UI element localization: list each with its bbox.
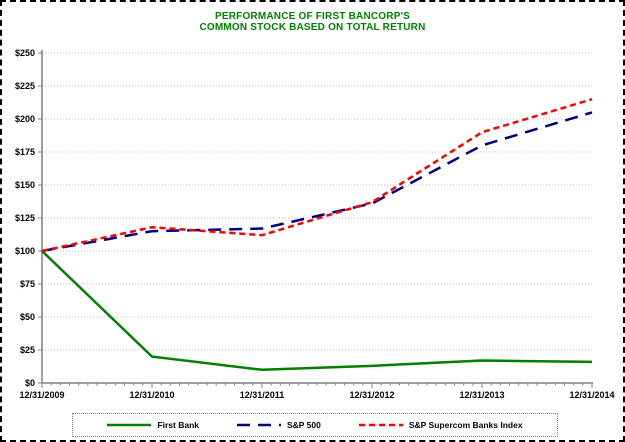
x-tick-label: 12/31/2013 xyxy=(459,390,504,400)
chart-legend: First Bank S&P 500 S&P Supercom Banks Inde… xyxy=(72,413,558,437)
y-tick-label: $250 xyxy=(15,48,35,58)
y-tick-label: $25 xyxy=(20,345,35,355)
y-tick-label: $0 xyxy=(25,378,35,388)
x-tick-label: 12/31/2012 xyxy=(349,390,394,400)
y-tick-label: $175 xyxy=(15,147,35,157)
x-tick-label: 12/31/2010 xyxy=(129,390,174,400)
y-tick-label: $150 xyxy=(15,180,35,190)
legend-line-swatch xyxy=(237,423,281,427)
legend-label: S&P 500 xyxy=(287,420,321,430)
legend-line-swatch xyxy=(107,423,152,427)
x-tick-label: 12/31/2014 xyxy=(569,390,614,400)
legend-line-swatch xyxy=(358,423,403,427)
legend-label: First Bank xyxy=(157,420,199,430)
y-tick-label: $75 xyxy=(20,279,35,289)
series-s-p-500 xyxy=(41,111,593,253)
series-first-bank xyxy=(41,250,593,372)
y-tick-label: $225 xyxy=(15,81,35,91)
y-tick-label: $125 xyxy=(15,213,35,223)
chart-title-line2: COMMON STOCK BASED ON TOTAL RETURN xyxy=(199,22,426,33)
chart-title-line1: PERFORMANCE OF FIRST BANCORP'S xyxy=(214,11,411,22)
legend-item: S&P 500 xyxy=(237,420,321,430)
y-tick-label: $100 xyxy=(15,246,35,256)
chart-title: PERFORMANCE OF FIRST BANCORP'S COMMON ST… xyxy=(2,11,623,33)
legend-item: First Bank xyxy=(107,420,199,430)
y-tick-label: $50 xyxy=(20,312,35,322)
series-s-p-supercom-banks-index xyxy=(41,98,593,253)
x-tick-label: 12/31/2011 xyxy=(240,390,285,400)
legend-item: S&P Supercom Banks Index xyxy=(358,420,523,430)
y-tick-label: $200 xyxy=(15,114,35,124)
legend-label: S&P Supercom Banks Index xyxy=(408,420,523,430)
x-tick-label: 12/31/2009 xyxy=(19,390,64,400)
